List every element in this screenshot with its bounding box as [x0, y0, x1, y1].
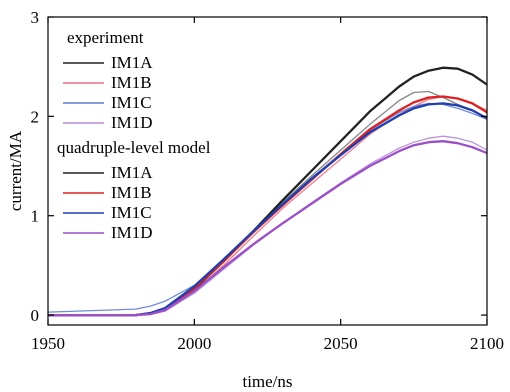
y-tick-label: 0	[31, 306, 40, 325]
y-tick-label: 3	[31, 8, 40, 27]
legend-label: IM1A	[111, 163, 153, 182]
legend-label: IM1D	[111, 113, 153, 132]
y-tick-label: 1	[31, 207, 40, 226]
legend-label: IM1C	[111, 93, 152, 112]
legend-label: IM1A	[111, 53, 153, 72]
legend: experimentIM1AIM1BIM1CIM1Dquadruple-leve…	[57, 28, 211, 242]
legend-label: IM1C	[111, 203, 152, 222]
plot-frame	[47, 16, 488, 326]
x-tick-label: 1950	[31, 334, 65, 353]
y-axis-label: current/MA	[6, 130, 25, 211]
x-tick-label: 2050	[324, 334, 358, 353]
legend-label: IM1B	[111, 73, 152, 92]
x-tick-label: 2000	[177, 334, 211, 353]
series-line-model-im1c	[48, 102, 487, 317]
x-tick-label: 2100	[470, 334, 504, 353]
series-line-model-im1d	[48, 140, 487, 317]
legend-label: IM1D	[111, 223, 153, 242]
series-group	[48, 66, 487, 317]
legend-group-title: experiment	[67, 28, 144, 47]
x-axis-label: time/ns	[242, 372, 292, 391]
y-tick-label: 2	[31, 107, 40, 126]
legend-label: IM1B	[111, 183, 152, 202]
legend-group-title: quadruple-level model	[57, 138, 211, 157]
